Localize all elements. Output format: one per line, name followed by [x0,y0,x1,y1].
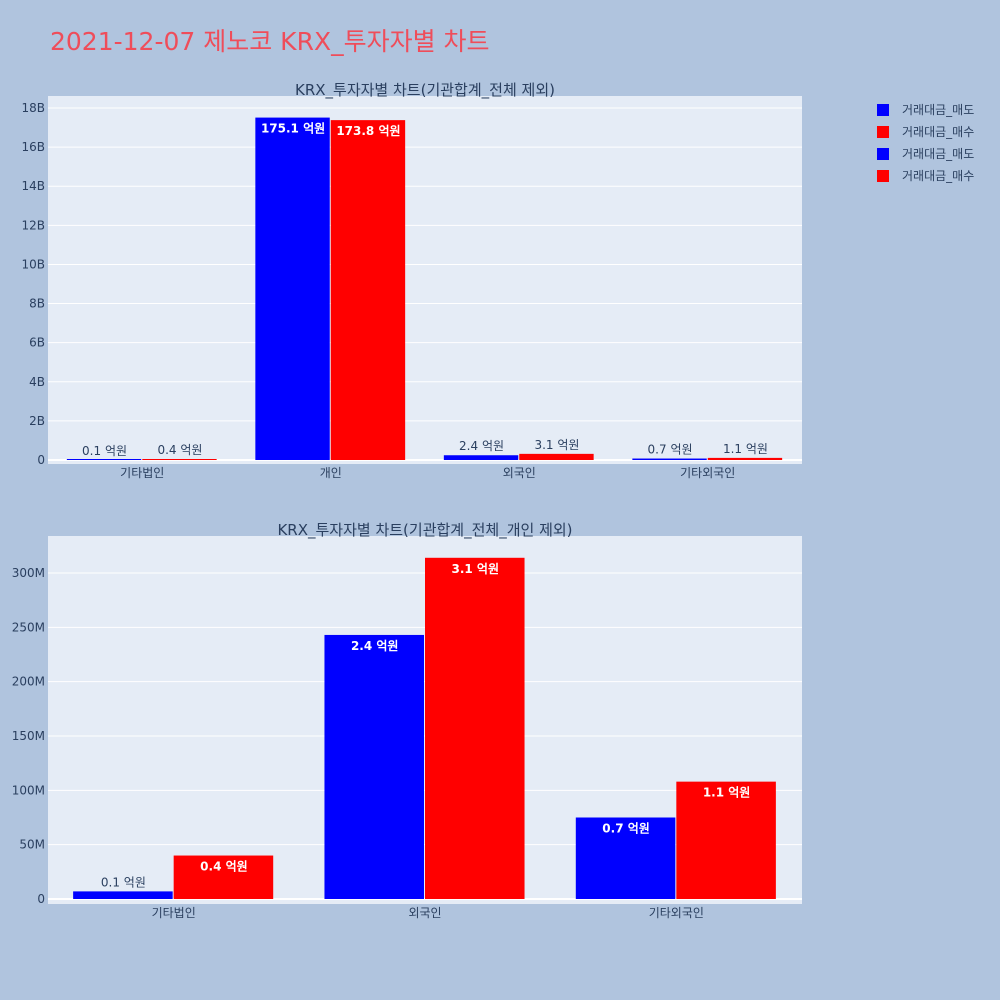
y-tick-label: 150M [12,729,45,743]
data-label: 3.1 억원 [534,438,579,452]
data-label: 1.1 억원 [703,786,751,800]
y-tick-label: 12B [21,218,45,232]
legend-swatch [877,126,889,138]
chart-1: 0 2B 4B 6B 8B 10B 12B 14B 16B 18B KRX_투자자별 차트(기관합계… [21,81,802,480]
y-tick-label: 14B [21,179,45,193]
y-tick-label: 100M [12,783,45,797]
data-label: 0.4 억원 [200,860,248,874]
bar [676,781,776,899]
bar [425,557,525,899]
y-tick-label: 200M [12,675,45,689]
data-label: 0.1 억원 [82,444,127,458]
legend-entry: 거래대금_매도 [902,147,974,161]
bar [142,459,217,460]
bar [443,455,519,460]
y-tick-label: 6B [29,336,45,350]
x-tick-label: 외국인 [503,466,536,480]
x-tick-label: 외국인 [408,906,441,920]
x-tick-label: 기타외국인 [680,466,735,480]
y-tick-label: 300M [12,566,45,580]
y-tick-label: 8B [29,297,45,311]
plot-area [48,96,802,464]
data-label: 175.1 억원 [261,122,325,136]
y-tick-label: 250M [12,620,45,634]
bar [330,120,406,460]
y-tick-label: 2B [29,414,45,428]
bar [255,117,330,461]
data-label: 0.1 억원 [101,875,146,889]
y-tick-label: 10B [21,257,45,271]
legend-entry: 거래대금_매수 [902,169,974,183]
y-tick-label: 4B [29,375,45,389]
x-tick-label: 기타법인 [120,466,164,480]
bar [707,457,783,460]
y-tick-label: 0 [37,892,45,906]
bar [73,891,173,899]
legend-swatch [877,104,889,116]
x-tick-label: 기타외국인 [649,906,704,920]
bar [173,855,274,899]
x-tick-label: 개인 [320,466,342,480]
legend-entry: 거래대금_매도 [902,103,974,117]
y-tick-label: 18B [21,101,45,115]
page-title: 2021-12-07 제노코 KRX_투자자별 차트 [50,27,490,56]
chart-2: 0 50M 100M 150M 200M 250M 300M KRX_투자자별 차트(기관합계… [12,521,802,920]
data-label: 0.4 억원 [157,443,202,457]
y-tick-label: 0 [37,453,45,467]
data-label: 2.4 억원 [459,439,504,453]
bar [519,453,594,460]
y-tick-label: 50M [19,838,45,852]
bar [575,817,676,899]
legend-entry: 거래대금_매수 [902,125,974,139]
data-label: 2.4 억원 [351,639,399,653]
legend-swatch [877,148,889,160]
bar [66,459,142,460]
legend-swatch [877,170,889,182]
data-label: 0.7 억원 [602,822,650,836]
bar [324,634,424,899]
x-tick-label: 기타법인 [152,906,196,920]
chart-title: KRX_투자자별 차트(기관합계_전체 제외) [295,81,555,100]
data-label: 173.8 억원 [336,124,400,138]
y-tick-label: 16B [21,140,45,154]
data-label: 0.7 억원 [648,443,693,457]
data-label: 3.1 억원 [452,562,500,576]
bar [632,458,707,460]
chart-title: KRX_투자자별 차트(기관합계_전체_개인 제외) [277,521,572,540]
data-label: 1.1 억원 [723,442,768,456]
